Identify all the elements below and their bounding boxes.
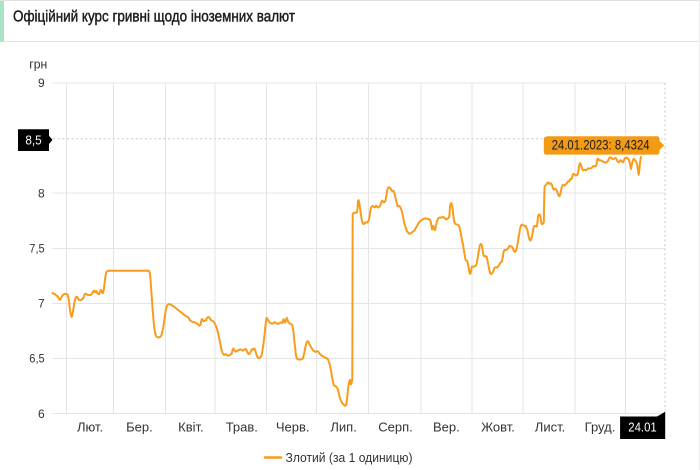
svg-text:Вер.: Вер. [433, 420, 460, 435]
svg-text:Серп.: Серп. [378, 420, 413, 435]
svg-text:8,5: 8,5 [25, 133, 41, 148]
svg-text:Лют.: Лют. [77, 420, 103, 435]
svg-text:Трав.: Трав. [226, 420, 258, 435]
svg-text:грн: грн [29, 57, 47, 72]
svg-text:7: 7 [38, 297, 45, 311]
svg-text:Злотий (за 1 одиницю): Злотий (за 1 одиницю) [286, 450, 413, 465]
svg-text:Жовт.: Жовт. [481, 420, 515, 435]
svg-text:24.01.2023: 8,4324: 24.01.2023: 8,4324 [552, 136, 650, 152]
svg-text:6: 6 [38, 407, 45, 421]
svg-text:6,5: 6,5 [29, 352, 45, 366]
svg-text:9: 9 [38, 76, 45, 90]
svg-text:7,5: 7,5 [29, 242, 45, 256]
svg-text:Квіт.: Квіт. [178, 420, 204, 435]
svg-text:Лип.: Лип. [330, 420, 356, 435]
svg-text:Бер.: Бер. [126, 420, 153, 435]
svg-text:Лист.: Лист. [535, 420, 565, 435]
svg-text:24.01: 24.01 [628, 420, 657, 435]
svg-text:8: 8 [38, 186, 45, 200]
svg-text:Черв.: Черв. [276, 420, 310, 435]
svg-text:Офіційний курс гривні щодо іно: Офіційний курс гривні щодо іноземних вал… [13, 9, 296, 26]
svg-text:Груд.: Груд. [585, 420, 616, 435]
